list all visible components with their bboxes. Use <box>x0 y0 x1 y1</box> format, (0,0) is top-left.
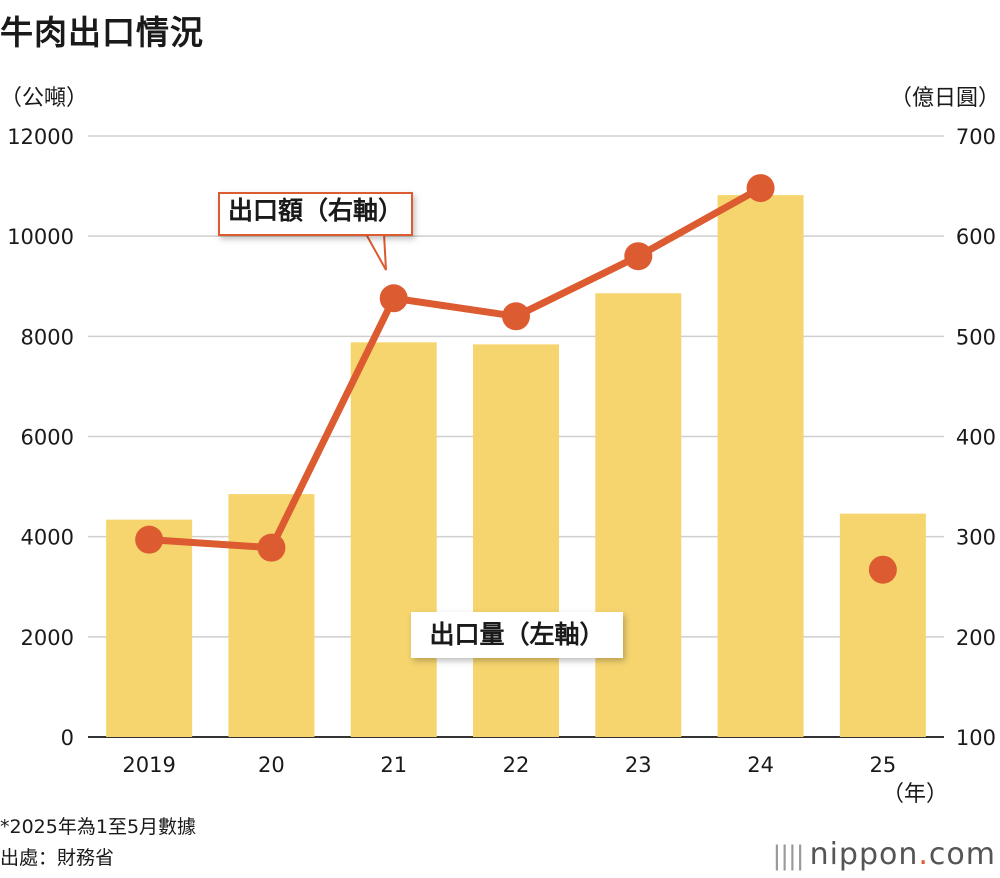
bar <box>717 195 804 737</box>
line-series <box>135 174 897 584</box>
left-tick-label: 10000 <box>7 225 74 249</box>
x-tick-label: 25 <box>869 753 896 777</box>
right-tick-label: 600 <box>956 225 996 249</box>
left-axis-unit: （公噸） <box>0 86 89 111</box>
right-tick-label: 400 <box>956 426 996 450</box>
left-tick-label: 12000 <box>7 125 74 149</box>
line-point <box>135 525 164 554</box>
bar <box>595 293 682 737</box>
logo-mark: |||| <box>772 841 805 871</box>
x-tick-label: 2019 <box>122 753 175 777</box>
left-tick-label: 6000 <box>21 426 74 450</box>
bar <box>839 513 926 737</box>
bar-series-callout: 出口量（左軸） <box>411 612 623 658</box>
source-note: 出處：財務省 <box>0 847 115 869</box>
bar <box>228 494 315 737</box>
x-tick-label: 22 <box>503 753 530 777</box>
logo-name: nippon <box>809 837 919 872</box>
chart-title: 牛肉出口情況 <box>0 13 204 52</box>
right-tick-label: 500 <box>956 325 996 349</box>
x-axis-unit: （年） <box>881 782 948 807</box>
x-tick-label: 20 <box>258 753 285 777</box>
x-tick-label: 21 <box>380 753 407 777</box>
bar <box>473 344 559 737</box>
bar <box>350 342 437 737</box>
axis-ticks: 0 100 2000 200 4000 300 6000 400 8000 500 10000 600… <box>7 125 996 777</box>
callout-pointer <box>364 233 387 271</box>
x-tick-label: 23 <box>625 753 652 777</box>
footnote: *2025年為1至5月數據 <box>0 816 197 838</box>
line-point <box>868 555 897 584</box>
line-point <box>624 242 653 271</box>
left-tick-label: 4000 <box>21 526 74 550</box>
right-tick-label: 700 <box>956 125 996 149</box>
line-point <box>257 533 286 562</box>
logo-tld: com <box>928 837 996 872</box>
right-axis-unit: （億日圓） <box>889 86 1000 111</box>
right-tick-label: 100 <box>956 726 996 750</box>
right-tick-label: 300 <box>956 526 996 550</box>
nippon-logo: |||| nippon.com <box>773 837 996 872</box>
left-tick-label: 2000 <box>21 626 74 650</box>
bar <box>106 519 193 737</box>
x-tick-label: 24 <box>747 753 774 777</box>
left-tick-label: 0 <box>61 726 74 750</box>
line-series-callout: 出口額（右軸） <box>218 192 413 236</box>
line-point <box>746 174 775 203</box>
bar-series <box>106 195 926 737</box>
logo-dot: . <box>918 837 929 872</box>
line-point <box>379 284 408 313</box>
right-tick-label: 200 <box>956 626 996 650</box>
line-series-path <box>148 185 763 552</box>
left-tick-label: 8000 <box>21 325 74 349</box>
line-point <box>502 302 530 331</box>
